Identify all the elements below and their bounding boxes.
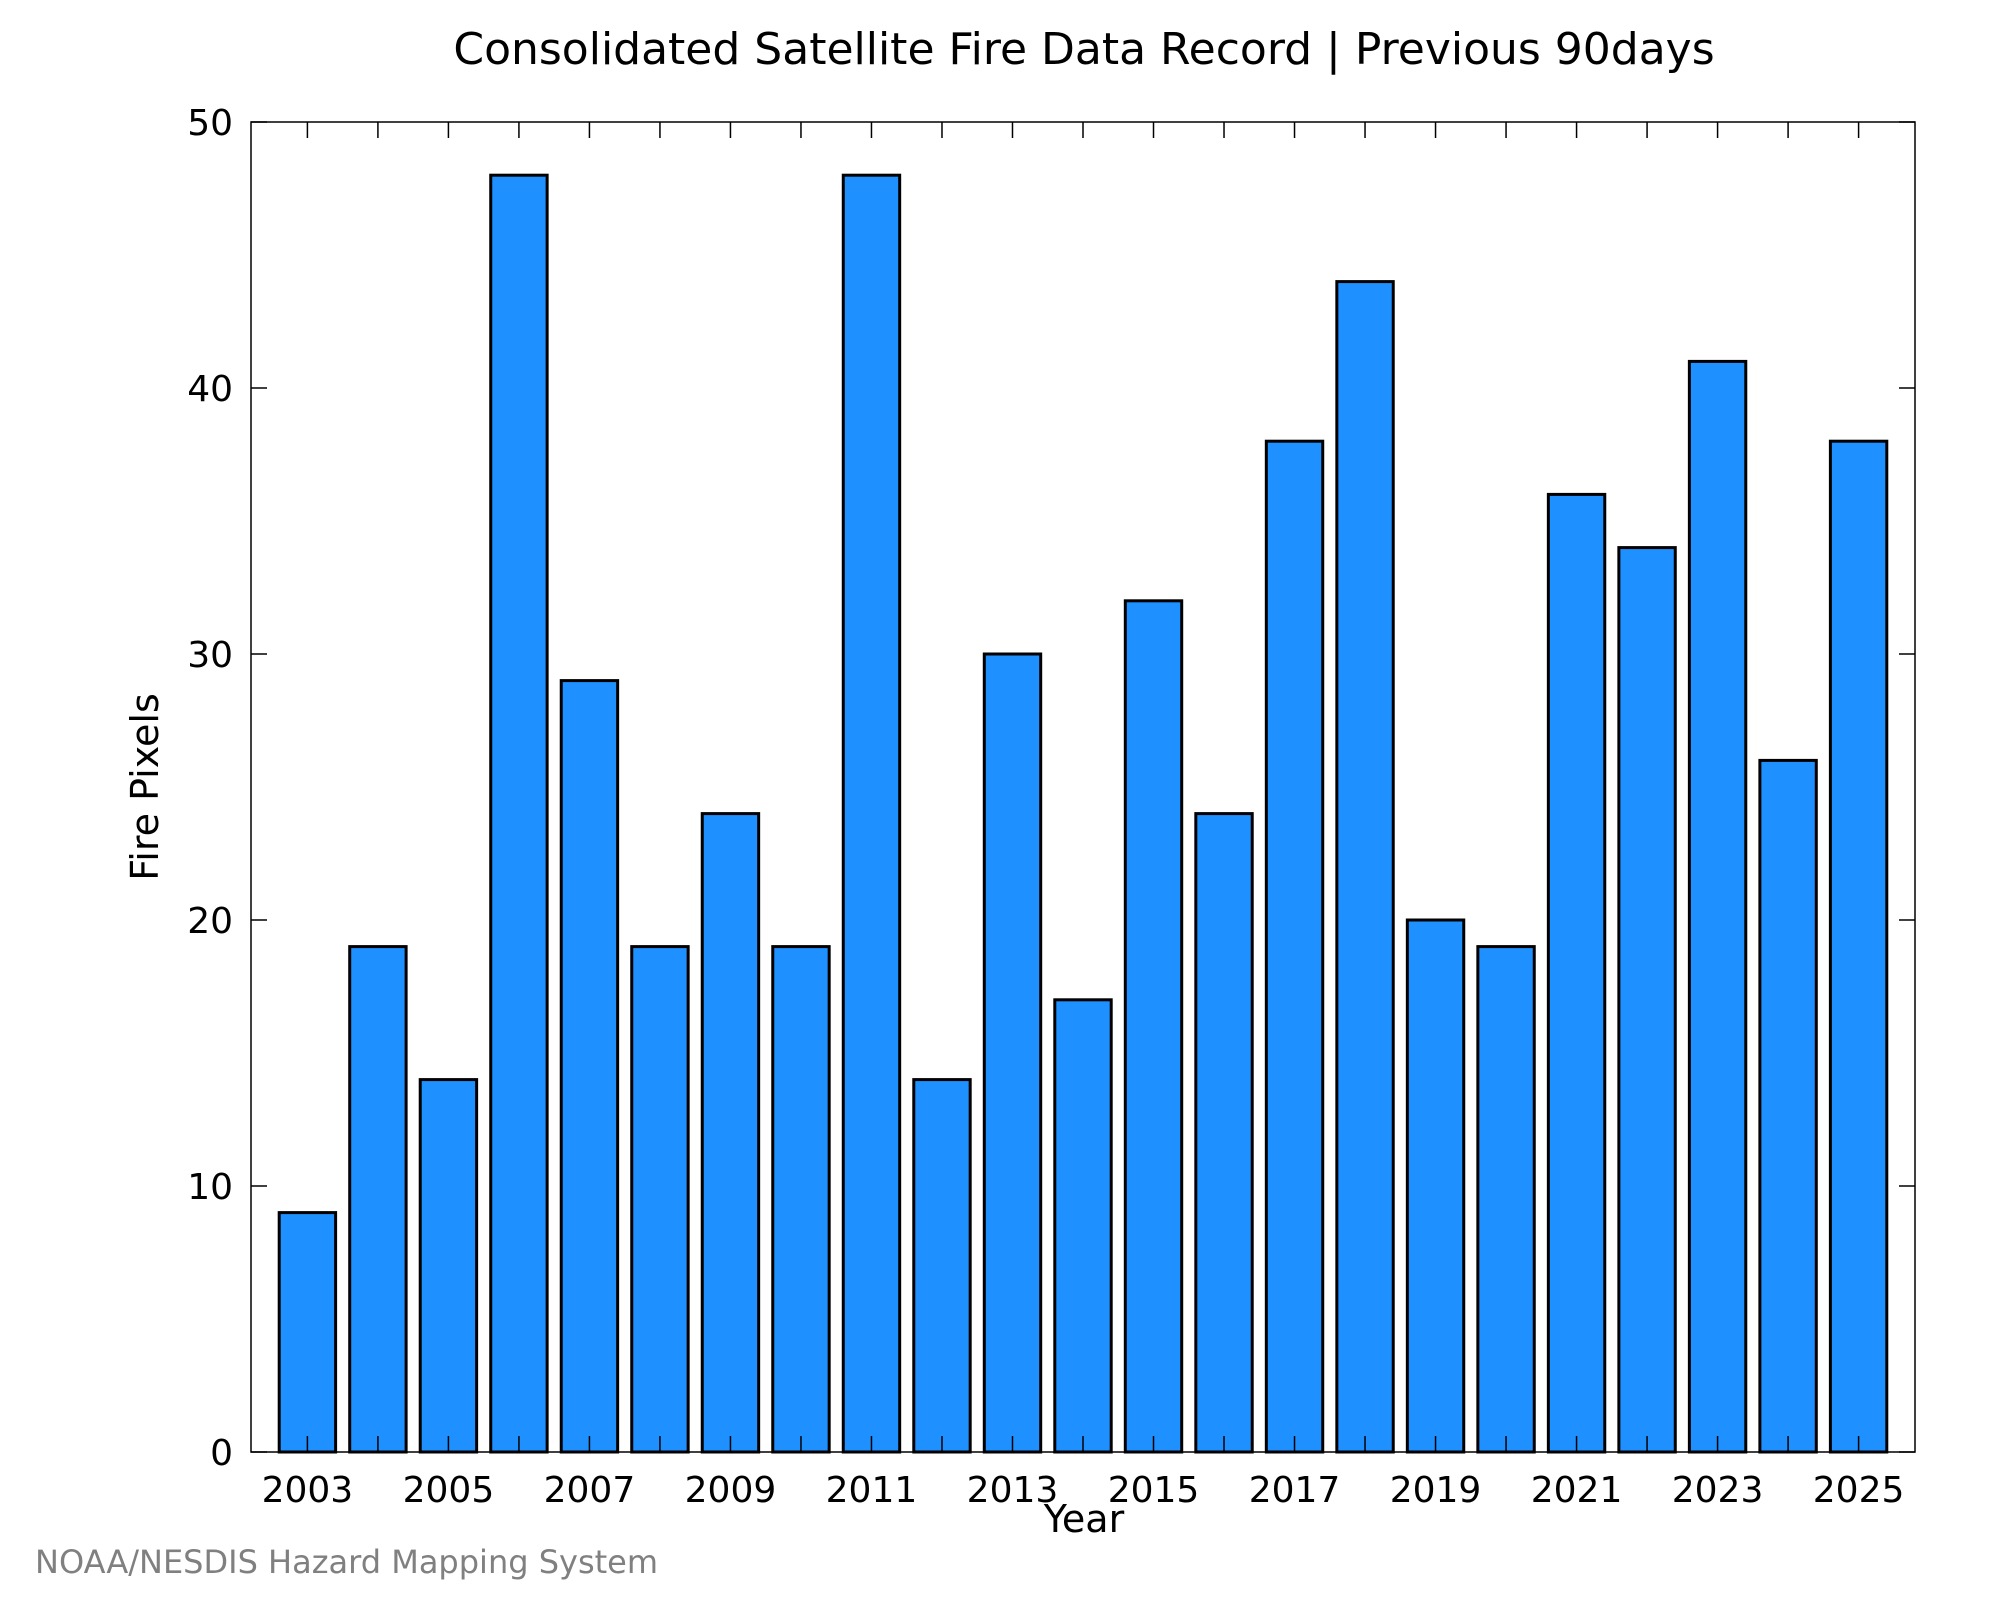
x-tick-label-2015: 2015: [1108, 1470, 1200, 1511]
bar-2022: [1617, 546, 1677, 1454]
y-tick-label-20: 20: [187, 901, 233, 942]
y-tick-label-50: 50: [187, 103, 233, 144]
bar-2021: [1546, 492, 1607, 1454]
x-tick-label-2009: 2009: [685, 1470, 777, 1511]
bar-2006: [489, 173, 549, 1454]
bar-2018: [1335, 280, 1395, 1454]
chart-title: Consolidated Satellite Fire Data Record …: [453, 24, 1714, 75]
x-tick-label-2025: 2025: [1813, 1470, 1905, 1511]
bar-2023: [1687, 359, 1748, 1454]
bar-2010: [771, 945, 831, 1454]
x-tick-label-2005: 2005: [403, 1470, 495, 1511]
x-tick-label-2003: 2003: [262, 1470, 354, 1511]
x-tick-label-2013: 2013: [967, 1470, 1059, 1511]
x-tick-label-2011: 2011: [826, 1470, 918, 1511]
x-tick-label-2019: 2019: [1390, 1470, 1482, 1511]
bar-2004: [348, 945, 408, 1454]
bar-2008: [630, 945, 690, 1454]
x-axis-label: Year: [1043, 1497, 1125, 1541]
y-tick-label-0: 0: [210, 1433, 233, 1474]
x-tick-label-2007: 2007: [544, 1470, 636, 1511]
bar-2020: [1476, 945, 1536, 1454]
bar-2024: [1758, 758, 1818, 1454]
bar-2015: [1123, 599, 1184, 1454]
bar-2003: [277, 1211, 338, 1454]
x-tick-label-2023: 2023: [1672, 1470, 1764, 1511]
bar-2009: [700, 812, 761, 1454]
y-axis-label: Fire Pixels: [123, 693, 167, 881]
y-tick-label-30: 30: [187, 635, 233, 676]
bar-2011: [841, 173, 902, 1454]
x-tick-label-2017: 2017: [1249, 1470, 1341, 1511]
bar-2012: [912, 1078, 972, 1454]
bar-2025: [1828, 439, 1889, 1454]
x-tick-label-2021: 2021: [1531, 1470, 1623, 1511]
plot-frame: [250, 121, 1916, 1453]
source-credit: NOAA/NESDIS Hazard Mapping System: [35, 1543, 658, 1581]
y-tick-label-40: 40: [187, 369, 233, 410]
bar-2005: [418, 1078, 479, 1454]
bar-2014: [1053, 998, 1113, 1454]
bar-2017: [1264, 439, 1325, 1454]
bars-layer: [277, 173, 1889, 1454]
y-tick-label-10: 10: [187, 1167, 233, 1208]
bar-2013: [982, 652, 1043, 1454]
bar-2016: [1194, 812, 1254, 1454]
bar-2007: [559, 679, 620, 1454]
bar-2019: [1405, 918, 1466, 1454]
ticks-layer: 0 10 20 30 40 50 2003 2005 2007 2009 2011 2013 2015 2…: [187, 103, 1915, 1511]
